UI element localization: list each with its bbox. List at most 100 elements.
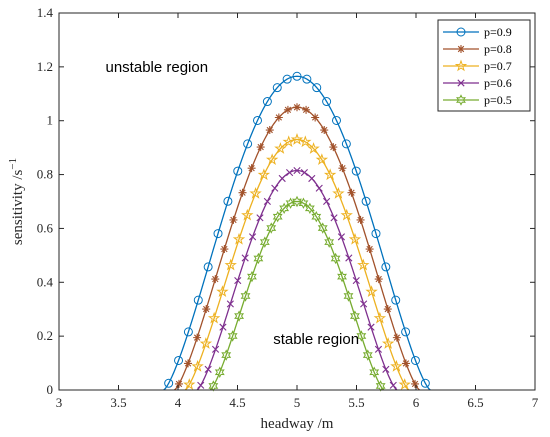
y-tick-label: 0.8 <box>37 167 53 182</box>
data-point <box>232 232 246 245</box>
data-point <box>401 327 411 337</box>
data-point <box>391 295 401 305</box>
data-point <box>373 311 387 324</box>
data-point <box>392 333 401 342</box>
legend-label: p=0.5 <box>484 93 512 107</box>
data-point <box>240 290 251 302</box>
annotation-stable-region: stable region <box>273 331 359 348</box>
data-point <box>266 222 277 234</box>
y-tick-label: 0 <box>47 382 54 397</box>
data-point <box>272 83 282 93</box>
data-point <box>341 139 351 149</box>
x-tick-label: 3.5 <box>110 395 126 410</box>
data-point <box>234 276 242 285</box>
data-point <box>331 115 341 125</box>
data-point <box>211 345 220 353</box>
data-point <box>211 275 220 284</box>
data-point <box>283 105 292 114</box>
y-tick-label: 0.6 <box>37 220 54 235</box>
data-point <box>338 164 347 173</box>
data-point <box>247 270 257 283</box>
data-point <box>383 305 392 314</box>
data-point <box>311 113 320 122</box>
data-point <box>352 276 360 285</box>
data-point <box>369 366 380 378</box>
data-point <box>365 285 378 298</box>
series-layer <box>163 71 431 392</box>
data-point <box>253 252 264 265</box>
series-p-0-8 <box>173 103 421 391</box>
data-point <box>389 381 397 389</box>
legend: p=0.9 p=0.8 p=0.7 p=0.6 p=0.5 <box>437 19 531 112</box>
data-point <box>249 187 262 199</box>
data-point <box>311 210 322 223</box>
data-point <box>307 142 320 154</box>
data-point <box>374 275 383 284</box>
data-point <box>298 197 309 209</box>
data-point <box>357 258 370 271</box>
data-point <box>329 143 338 152</box>
data-point <box>322 97 332 107</box>
data-point <box>345 254 353 262</box>
data-point <box>223 196 233 206</box>
x-tick-label: 6 <box>413 395 420 410</box>
axes-layer: 3 3.5 4 4.5 5 5.5 6 6.5 7 0 0.2 0.4 0.6 0.8 1 1.2 1.4 <box>37 5 539 410</box>
data-point <box>257 168 271 181</box>
data-point <box>381 337 395 349</box>
data-point <box>193 333 202 342</box>
data-point <box>271 184 279 192</box>
data-point <box>183 327 193 337</box>
series-p-0-6 <box>196 166 398 391</box>
series-line <box>184 138 410 391</box>
data-point <box>259 236 270 248</box>
data-point <box>375 380 386 392</box>
data-point <box>238 188 247 197</box>
data-point <box>381 262 391 272</box>
data-point <box>282 74 292 84</box>
legend-label: p=0.9 <box>484 25 512 39</box>
data-point <box>226 300 234 308</box>
series-line <box>163 75 431 391</box>
data-point <box>330 252 341 265</box>
data-point <box>216 285 229 298</box>
x-tick-label: 4.5 <box>229 395 245 410</box>
x-tick-label: 4 <box>175 395 182 410</box>
series-line <box>209 200 385 391</box>
data-point <box>411 379 420 388</box>
data-point <box>197 381 205 389</box>
data-point <box>274 142 287 154</box>
data-point <box>164 378 174 388</box>
y-axis-label-text: sensitivity /s <box>10 169 26 245</box>
legend-item: p=0.9 <box>443 25 512 39</box>
data-point <box>293 166 301 175</box>
data-point <box>299 135 312 148</box>
data-point <box>371 229 381 239</box>
legend-label: p=0.8 <box>484 42 512 56</box>
data-point <box>220 245 229 254</box>
legend-label: p=0.7 <box>484 59 512 73</box>
data-point <box>278 174 286 183</box>
data-point <box>349 310 360 322</box>
data-point <box>282 135 295 148</box>
data-point <box>265 153 279 166</box>
legend-item: p=0.7 <box>443 59 512 73</box>
data-point <box>199 337 213 349</box>
data-point <box>272 210 283 223</box>
legend-marker <box>456 94 466 106</box>
y-tick-label: 0.4 <box>37 274 54 289</box>
data-point <box>292 71 302 81</box>
data-point <box>347 188 356 197</box>
legend-marker <box>457 45 465 53</box>
data-point <box>323 197 331 206</box>
data-point <box>340 208 353 221</box>
data-point <box>401 359 410 368</box>
legend-marker <box>457 79 465 87</box>
series-p-0-7 <box>183 133 411 391</box>
x-tick-label: 5 <box>294 395 301 410</box>
data-point <box>337 270 347 283</box>
annotation-unstable-region: unstable region <box>106 59 209 76</box>
legend-item: p=0.8 <box>443 42 512 56</box>
data-point <box>332 187 345 199</box>
data-point <box>304 202 315 215</box>
data-point <box>365 245 374 254</box>
